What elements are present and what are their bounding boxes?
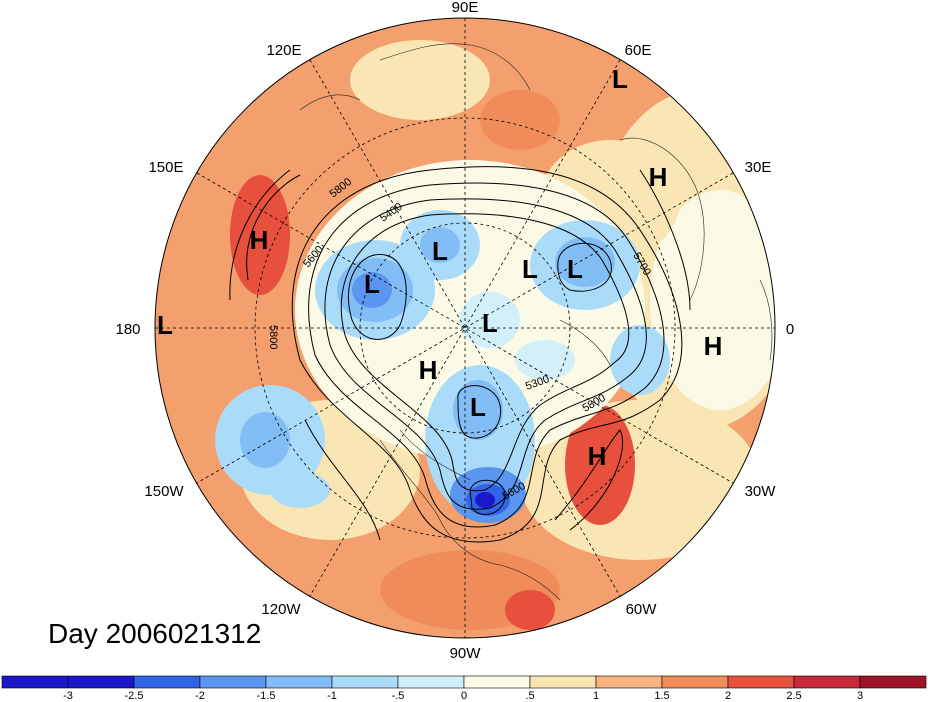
coastlines [299, 43, 773, 601]
colorbar-tick-label: 2.5 [786, 690, 801, 702]
low-pressure-marker: L [470, 392, 486, 422]
colorbar-box [331, 675, 399, 689]
low-pressure-marker: L [157, 310, 173, 340]
lon-label-90w: 90W [450, 645, 482, 662]
lon-label-150w: 150W [144, 483, 184, 500]
height-contours [229, 166, 691, 543]
colorbar-box [1, 675, 69, 689]
colorbar-tick-label: 0 [461, 690, 467, 702]
high-pressure-marker: H [704, 331, 723, 361]
colorbar-box [67, 675, 135, 689]
colorbar-tick-label: .5 [525, 690, 534, 702]
lon-label-120w: 120W [261, 601, 301, 618]
lon-label-150e: 150E [148, 159, 183, 176]
anomaly-field [155, 18, 775, 638]
colorbar-tick-label: -2 [195, 690, 205, 702]
colorbar-box [661, 675, 729, 689]
colorbar-box [199, 675, 267, 689]
colorbar-tick-label: -1 [327, 690, 337, 702]
lon-label-30w: 30W [745, 483, 777, 500]
colorbar-tick-label: -3 [63, 690, 73, 702]
colorbar-tick-label: 2 [725, 690, 731, 702]
map-title: Day 2006021312 [48, 618, 262, 649]
colorbar-tick-label: -1.5 [257, 690, 276, 702]
colorbar-box [265, 675, 333, 689]
lon-label-90e: 90E [452, 0, 479, 16]
high-pressure-marker: H [419, 355, 438, 385]
lon-label-0: 0 [786, 321, 794, 338]
contour-label: 5800 [267, 325, 279, 349]
lon-label-120e: 120E [266, 42, 301, 59]
colorbar-tick-label: 1.5 [654, 690, 669, 702]
colorbar-box [463, 675, 531, 689]
graticule [155, 18, 775, 638]
lon-label-60w: 60W [626, 601, 658, 618]
colorbar-box [727, 675, 795, 689]
colorbar-tick-label: -.5 [392, 690, 405, 702]
lon-label-180: 180 [115, 321, 140, 338]
low-pressure-marker: L [482, 308, 498, 338]
colorbar-box [529, 675, 597, 689]
colorbar-box [397, 675, 465, 689]
lon-label-30e: 30E [745, 159, 772, 176]
low-pressure-marker: L [567, 254, 583, 284]
low-pressure-marker: L [612, 64, 628, 94]
colorbar-box [859, 675, 927, 689]
low-pressure-marker: L [432, 236, 448, 266]
colorbar-tick-label: -2.5 [125, 690, 144, 702]
colorbar: -3 -2.5 -2 -1.5 -1 -.5 0 .5 1 1.5 2 2.5 3 [1, 675, 927, 702]
colorbar-box [595, 675, 663, 689]
high-pressure-marker: H [588, 441, 607, 471]
colorbar-box [793, 675, 861, 689]
low-pressure-marker: L [364, 269, 380, 299]
colorbar-tick-label: 3 [857, 690, 863, 702]
high-pressure-marker: H [649, 162, 668, 192]
high-pressure-marker: H [250, 225, 269, 255]
low-pressure-marker: L [522, 254, 538, 284]
colorbar-box [133, 675, 201, 689]
colorbar-tick-label: 1 [593, 690, 599, 702]
lon-label-60e: 60E [625, 42, 652, 59]
